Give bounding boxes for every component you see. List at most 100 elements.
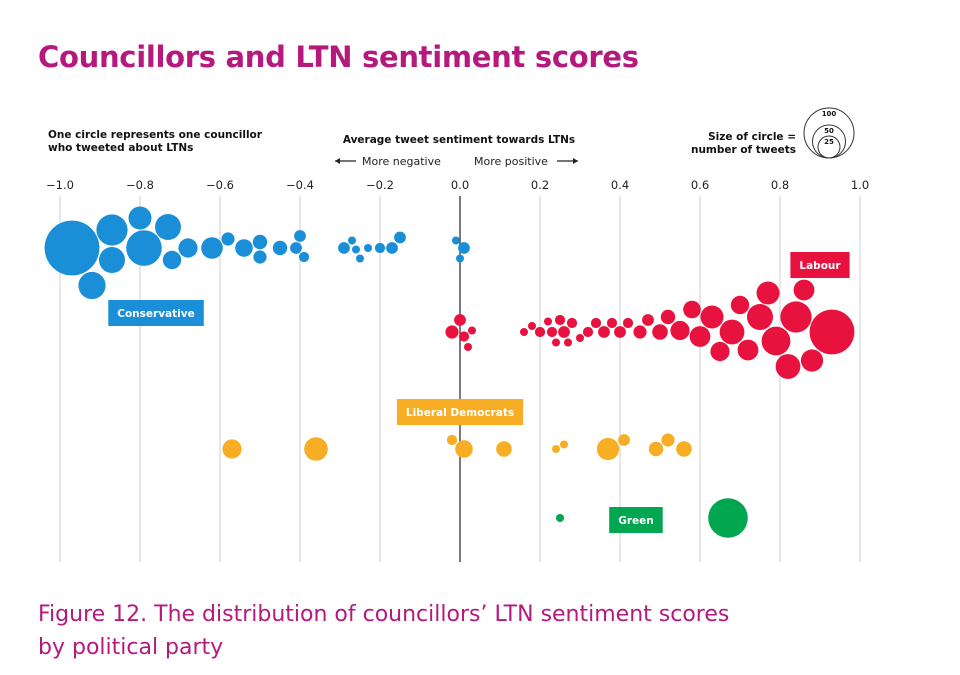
- labour-councillor-dot: [552, 338, 560, 347]
- conservative-label: Conservative: [108, 300, 204, 326]
- size-legend-label: 25: [824, 138, 834, 146]
- conservative-label-box: [108, 300, 204, 326]
- labour-councillor-dot: [761, 326, 791, 356]
- labour-dots: [445, 279, 855, 379]
- conservative-councillor-dot: [155, 214, 181, 240]
- liberal-democrats-councillor-dot: [496, 441, 512, 457]
- size-legend-label: 100: [822, 110, 837, 118]
- conservative-councillor-dot: [352, 245, 360, 254]
- labour-councillor-dot: [528, 322, 536, 330]
- conservative-councillor-dot: [126, 230, 162, 266]
- labour-councillor-dot: [809, 309, 855, 355]
- labour-councillor-dot: [566, 317, 578, 329]
- green-dots: [556, 498, 748, 538]
- labour-councillor-dot: [468, 326, 476, 335]
- conservative-dots: [44, 206, 470, 300]
- labour-councillor-dot: [464, 343, 472, 351]
- liberal-democrats-councillor-dot: [304, 437, 328, 461]
- size-legend-label: 50: [824, 127, 834, 135]
- labour-councillor-dot: [520, 328, 528, 336]
- x-tick-label: −0.4: [286, 178, 314, 192]
- green-councillor-dot: [556, 514, 564, 522]
- labour-councillor-dot: [633, 325, 647, 339]
- conservative-councillor-dot: [272, 240, 288, 256]
- labour-councillor-dot: [719, 319, 745, 345]
- labour-councillor-dot: [775, 354, 801, 379]
- liberal-democrats-councillor-dot: [648, 441, 664, 457]
- liberal-democrats-councillor-dot: [455, 440, 473, 458]
- conservative-councillor-dot: [356, 254, 364, 263]
- labour-councillor-dot: [683, 300, 701, 319]
- conservative-councillor-dot: [386, 242, 398, 254]
- liberal-democrats-councillor-dot: [552, 445, 560, 453]
- x-tick-label: 0.0: [451, 178, 469, 192]
- circle-note-line1: One circle represents one councillor: [48, 129, 263, 141]
- labour-councillor-dot: [737, 339, 759, 361]
- x-tick-label: 1.0: [851, 178, 869, 192]
- labour-councillor-dot: [544, 317, 552, 326]
- conservative-councillor-dot: [178, 238, 198, 258]
- x-tick-label: −0.8: [126, 178, 154, 192]
- labour-councillor-dot: [554, 314, 566, 326]
- party-labels: Conservative Labour Liberal Democrats Green: [108, 252, 850, 533]
- labour-councillor-dot: [660, 309, 676, 325]
- liberal-democrats-councillor-dot: [222, 439, 242, 459]
- conservative-councillor-dot: [96, 214, 128, 246]
- labour-councillor-dot: [546, 326, 558, 338]
- labour-label: Labour: [790, 252, 850, 278]
- conservative-councillor-dot: [99, 247, 125, 273]
- conservative-councillor-dot: [235, 239, 253, 257]
- labour-label-box: [790, 252, 850, 278]
- green-label: Green: [609, 507, 663, 533]
- conservative-councillor-dot: [252, 234, 268, 250]
- x-tick-label: 0.4: [611, 178, 629, 192]
- liberal-democrats-councillor-dot: [618, 434, 630, 446]
- labour-councillor-dot: [622, 317, 634, 329]
- conservative-councillor-dot: [298, 251, 310, 263]
- liberal-democrats-councillor-dot: [676, 441, 692, 457]
- green-label-box: [609, 507, 663, 533]
- conservative-label-text: Conservative: [117, 308, 194, 320]
- conservative-councillor-dot: [374, 242, 386, 254]
- liberal-democrats-councillor-dot: [560, 440, 568, 449]
- councillor-dots: [44, 206, 855, 538]
- figure-caption: Figure 12. The distribution of councillo…: [38, 602, 730, 660]
- conservative-councillor-dot: [458, 242, 470, 254]
- labour-councillor-dot: [445, 325, 459, 339]
- chart-notes: One circle represents one councillor who…: [48, 129, 796, 168]
- conservative-councillor-dot: [162, 250, 182, 270]
- gridlines: [59, 196, 861, 562]
- green-councillor-dot: [708, 498, 748, 538]
- circle-note-line2: who tweeted about LTNs: [48, 142, 193, 154]
- labour-councillor-dot: [606, 317, 618, 329]
- labour-councillor-dot: [558, 326, 570, 338]
- conservative-councillor-dot: [78, 271, 106, 300]
- labour-councillor-dot: [747, 304, 773, 330]
- labour-councillor-dot: [564, 338, 572, 347]
- conservative-councillor-dot: [394, 231, 406, 244]
- labour-councillor-dot: [730, 295, 750, 315]
- conservative-councillor-dot: [253, 250, 267, 264]
- labour-councillor-dot: [598, 326, 610, 338]
- labour-councillor-dot: [454, 314, 466, 326]
- more-negative-label: More negative: [362, 155, 441, 168]
- labour-councillor-dot: [576, 334, 584, 342]
- labour-councillor-dot: [800, 349, 824, 372]
- beeswarm-chart: −1.0 −0.8 −0.6 −0.4 −0.2 0.0 0.2 0.4 0.6 0.8 1.0 O…: [44, 107, 869, 562]
- conservative-councillor-dot: [128, 206, 152, 230]
- size-legend: 100 50 25: [803, 107, 855, 159]
- labour-councillor-dot: [780, 301, 812, 333]
- x-tick-label: −1.0: [46, 178, 74, 192]
- axis-title: Average tweet sentiment towards LTNs: [343, 134, 575, 146]
- labour-councillor-dot: [582, 326, 594, 338]
- x-tick-label: 0.8: [771, 178, 789, 192]
- conservative-councillor-dot: [338, 242, 350, 254]
- labour-councillor-dot: [710, 341, 730, 362]
- conservative-councillor-dot: [452, 236, 460, 245]
- conservative-councillor-dot: [294, 230, 306, 242]
- liberal-democrats-councillor-dot: [661, 433, 675, 447]
- liberal-democrats-label: Liberal Democrats: [396, 399, 524, 425]
- conservative-councillor-dot: [290, 242, 302, 254]
- labour-councillor-dot: [458, 331, 470, 342]
- labour-councillor-dot: [534, 326, 546, 338]
